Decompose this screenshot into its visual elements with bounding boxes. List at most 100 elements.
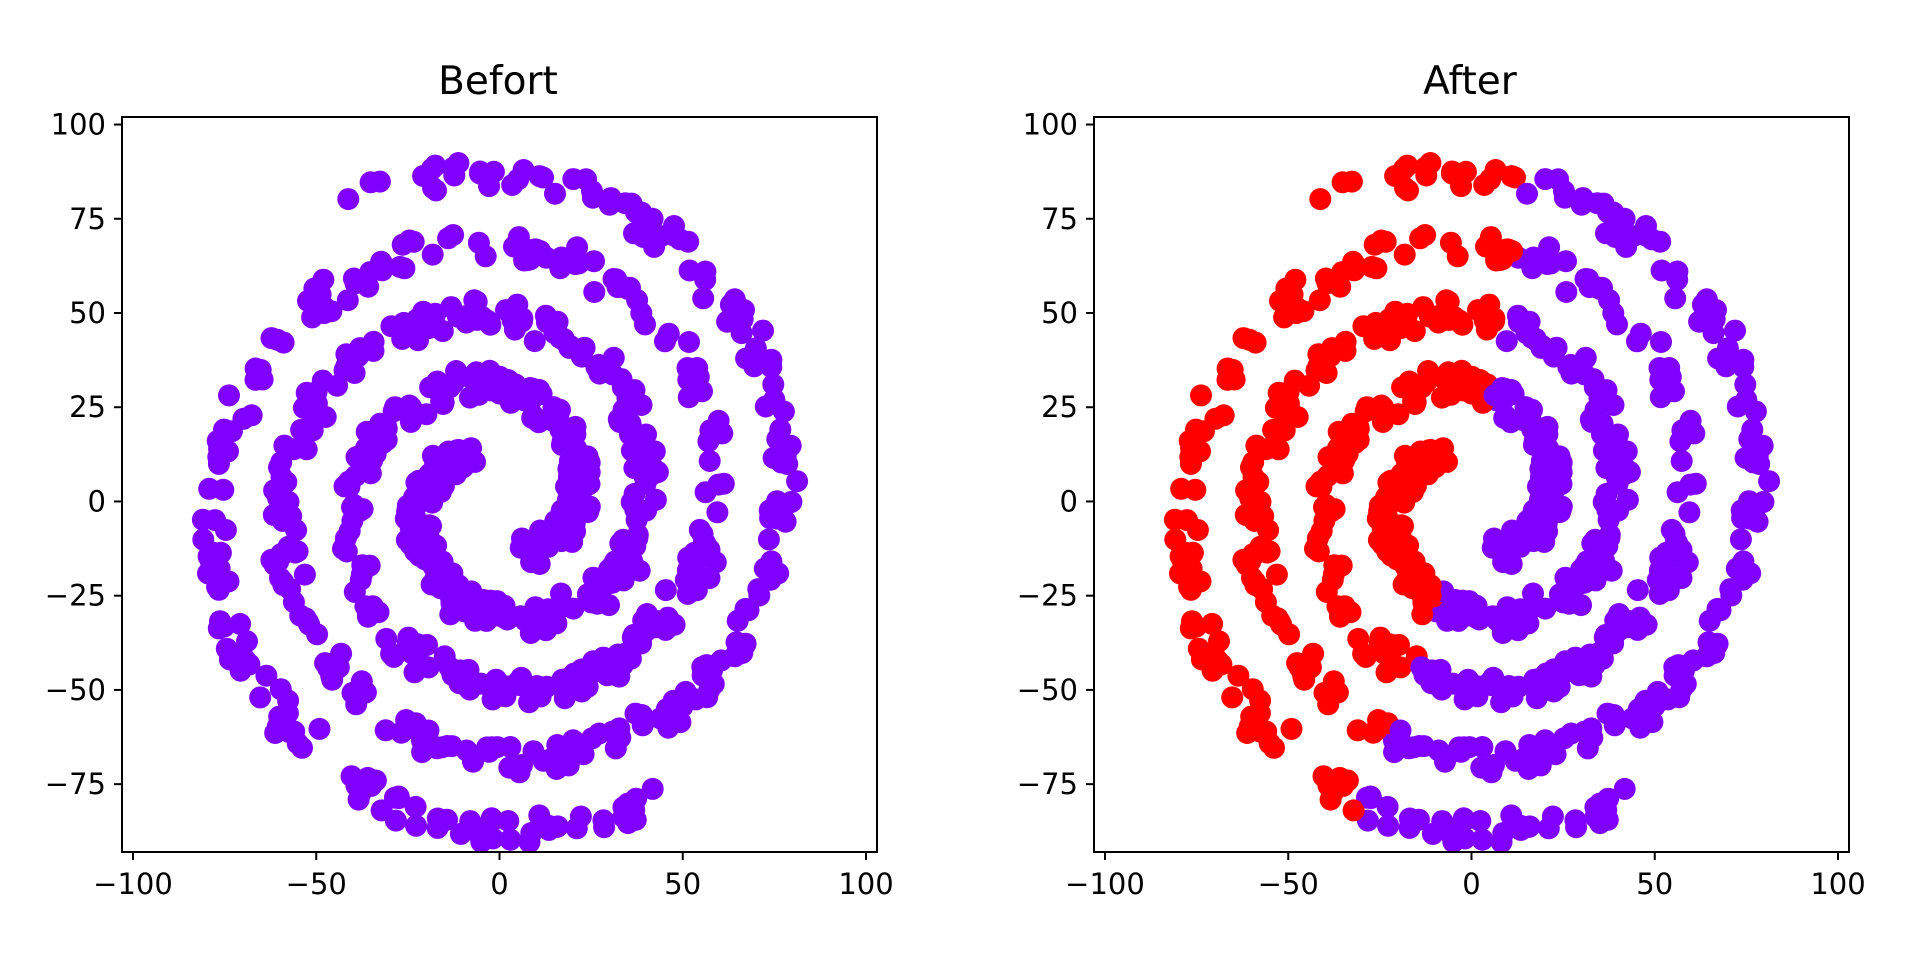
scatter-point bbox=[1670, 450, 1693, 472]
scatter-point bbox=[337, 188, 360, 211]
scatter-point bbox=[1527, 427, 1550, 450]
scatter-point bbox=[459, 811, 482, 834]
scatter-point bbox=[1570, 193, 1593, 216]
scatter-point bbox=[301, 306, 324, 329]
x-tick-label: −100 bbox=[1065, 867, 1145, 901]
scatter-point bbox=[1242, 543, 1265, 565]
y-tick-label: 75 bbox=[69, 202, 106, 236]
x-tick-label: −50 bbox=[286, 867, 347, 901]
scatter-point bbox=[1641, 711, 1664, 734]
scatter-points-after bbox=[1163, 152, 1781, 854]
scatter-point bbox=[1389, 524, 1412, 547]
scatter-point bbox=[1389, 656, 1412, 679]
scatter-point bbox=[1649, 368, 1672, 391]
scatter-point bbox=[445, 360, 468, 382]
scatter-point bbox=[1664, 287, 1687, 310]
scatter-point bbox=[1574, 346, 1597, 369]
scatter-point bbox=[1584, 569, 1607, 592]
y-tick-label: 100 bbox=[1023, 108, 1078, 142]
scatter-point bbox=[447, 152, 470, 174]
scatter-point bbox=[1171, 548, 1194, 571]
scatter-point bbox=[546, 734, 569, 756]
scatter-point bbox=[394, 507, 417, 530]
scatter-point bbox=[1453, 827, 1476, 850]
scatter-point bbox=[565, 817, 588, 840]
scatter-point bbox=[1492, 551, 1515, 574]
x-tick-label: 0 bbox=[490, 867, 508, 901]
scatter-point bbox=[264, 722, 287, 744]
scatter-point bbox=[620, 439, 643, 462]
scatter-point bbox=[511, 384, 534, 407]
scatter-point bbox=[694, 481, 717, 504]
scatter-point bbox=[353, 456, 376, 479]
scatter-point bbox=[685, 579, 708, 602]
scatter-point bbox=[283, 720, 306, 743]
scatter-point bbox=[332, 537, 354, 560]
scatter-point bbox=[1566, 652, 1589, 675]
scatter-point bbox=[1548, 445, 1571, 468]
scatter-point bbox=[698, 450, 721, 472]
scatter-point bbox=[683, 541, 706, 564]
scatter-point bbox=[447, 305, 469, 328]
scatter-point bbox=[395, 529, 418, 552]
scatter-point bbox=[546, 406, 569, 429]
scatter-point bbox=[1729, 528, 1752, 551]
scatter-point bbox=[734, 597, 757, 620]
scatter-point bbox=[551, 252, 573, 275]
scatter-point bbox=[631, 714, 654, 737]
scatter-point bbox=[1546, 467, 1569, 490]
scatter-point bbox=[544, 182, 566, 205]
scatter-point bbox=[1592, 491, 1615, 514]
scatter-point bbox=[528, 804, 551, 827]
scatter-point bbox=[1391, 376, 1414, 399]
scatter-point bbox=[1585, 539, 1608, 562]
scatter-point bbox=[1187, 637, 1210, 660]
scatter-point bbox=[677, 368, 700, 391]
scatter-point bbox=[1269, 289, 1291, 312]
scatter-point bbox=[398, 229, 421, 252]
scatter-point bbox=[1497, 675, 1520, 697]
scatter-point bbox=[1313, 681, 1336, 704]
scatter-point bbox=[1613, 777, 1636, 800]
scatter-point bbox=[199, 548, 222, 571]
scatter-point bbox=[297, 611, 320, 634]
scatter-point bbox=[613, 539, 636, 562]
scatter-point bbox=[1404, 475, 1427, 498]
scatter-point bbox=[351, 498, 374, 521]
scatter-point bbox=[497, 369, 520, 392]
y-tick-label: 25 bbox=[1041, 390, 1078, 424]
scatter-point bbox=[774, 445, 797, 468]
scatter-point bbox=[393, 257, 416, 280]
scatter-point bbox=[1534, 168, 1557, 191]
scatter-point bbox=[1471, 736, 1494, 758]
scatter-point bbox=[1516, 182, 1538, 205]
scatter-point bbox=[1304, 537, 1326, 560]
scatter-point bbox=[1479, 168, 1502, 191]
scatter-point bbox=[1469, 810, 1492, 832]
scatter-point bbox=[1626, 330, 1648, 353]
scatter-point bbox=[663, 215, 685, 237]
scatter-point bbox=[1608, 603, 1630, 625]
scatter-point bbox=[1495, 238, 1518, 261]
scatter-point bbox=[1342, 799, 1365, 822]
scatter-point bbox=[220, 420, 243, 443]
scatter-point bbox=[602, 346, 625, 369]
scatter-point bbox=[351, 554, 374, 577]
scatter-point bbox=[695, 663, 718, 686]
scatter-point bbox=[1341, 412, 1364, 435]
chart-title-after: After bbox=[1423, 59, 1518, 104]
scatter-point bbox=[1170, 477, 1193, 500]
x-tick-label: −100 bbox=[93, 867, 173, 901]
scatter-point bbox=[1500, 804, 1523, 827]
scatter-point bbox=[417, 656, 440, 679]
scatter-point bbox=[1346, 719, 1369, 742]
scatter-points-befort bbox=[191, 152, 809, 854]
scatter-point bbox=[1441, 160, 1464, 183]
scatter-point bbox=[1758, 470, 1781, 493]
scatter-point bbox=[414, 541, 437, 564]
scatter-point bbox=[1580, 717, 1603, 740]
scatter-point bbox=[1504, 600, 1527, 622]
scatter-point bbox=[207, 446, 230, 468]
scatter-point bbox=[1577, 268, 1600, 291]
